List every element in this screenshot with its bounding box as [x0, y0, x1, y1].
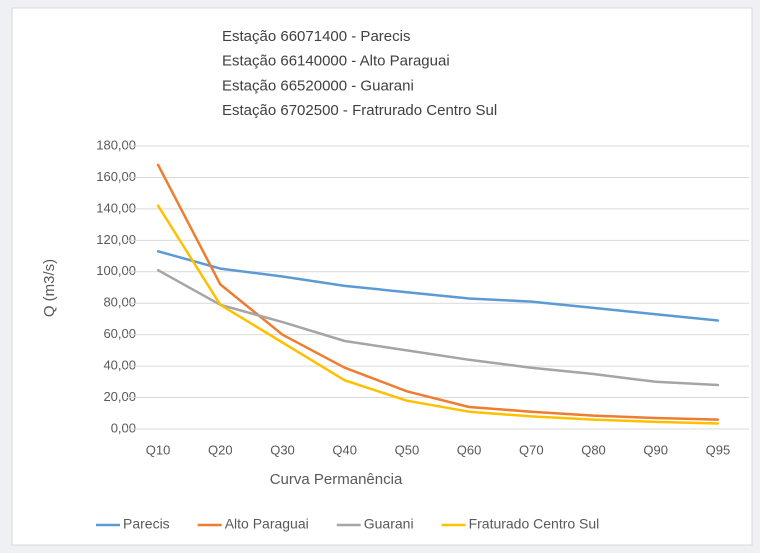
y-tick-label: 180,00	[96, 137, 136, 152]
series-line	[156, 268, 720, 387]
x-tick-label: Q60	[457, 442, 482, 457]
x-tick-label: Q50	[395, 442, 420, 457]
y-tick-label: 120,00	[96, 232, 136, 247]
x-tick-label: Q20	[208, 442, 233, 457]
chart-frame	[11, 7, 753, 546]
y-tick-label: 80,00	[103, 295, 136, 310]
x-axis-label: Curva Permanência	[270, 471, 403, 488]
chart-title: Estação 66520000 - Guarani	[222, 77, 414, 94]
y-tick-label: 20,00	[103, 389, 136, 404]
y-axis-label: Q (m3/s)	[41, 259, 58, 317]
series-line	[156, 250, 720, 322]
x-tick-label: Q95	[706, 442, 731, 457]
x-tick-label: Q90	[643, 442, 668, 457]
x-tick-label: Q30	[270, 442, 295, 457]
chart-title: Estação 6702500 - Fratrurado Centro Sul	[222, 102, 497, 119]
x-tick-label: Q80	[581, 442, 606, 457]
y-tick-label: 160,00	[96, 169, 136, 184]
chart-title: Estação 66071400 - Parecis	[222, 28, 410, 45]
y-tick-label: 100,00	[96, 263, 136, 278]
legend-label: Fraturado Centro Sul	[469, 516, 600, 532]
y-tick-label: 140,00	[96, 200, 136, 215]
series-line	[156, 204, 720, 425]
x-tick-label: Q40	[332, 442, 357, 457]
y-tick-label: 60,00	[103, 326, 136, 341]
x-tick-label: Q10	[146, 442, 171, 457]
legend-label: Parecis	[123, 516, 170, 532]
series-line	[156, 163, 720, 421]
chart-title: Estação 66140000 - Alto Paraguai	[222, 53, 450, 70]
legend-label: Guarani	[364, 516, 414, 532]
x-tick-label: Q70	[519, 442, 544, 457]
y-tick-label: 0,00	[111, 420, 136, 435]
legend-label: Alto Paraguai	[225, 516, 309, 532]
y-tick-label: 40,00	[103, 358, 136, 373]
